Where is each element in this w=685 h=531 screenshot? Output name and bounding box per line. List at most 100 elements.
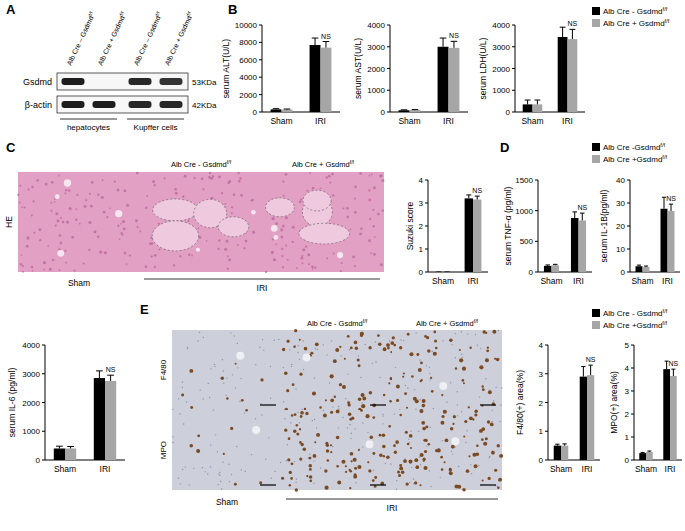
- y-tick: [512, 25, 515, 26]
- y-tick: [259, 94, 262, 95]
- texture: [172, 436, 173, 437]
- stain: [396, 385, 400, 389]
- stain: [383, 394, 385, 396]
- legend: Alb Cre -Gsdmdf/fAlb Cre +Gsdmdf/f: [592, 142, 667, 164]
- texture: [119, 238, 121, 240]
- texture: [22, 265, 24, 267]
- texture: [326, 257, 328, 259]
- texture: [56, 220, 59, 223]
- error-bar: [273, 108, 280, 110]
- stain: [422, 404, 426, 408]
- texture: [201, 177, 204, 180]
- tick-label: 40: [616, 176, 625, 185]
- texture: [123, 228, 126, 231]
- stain: [325, 486, 329, 490]
- stain: [347, 335, 350, 338]
- texture: [182, 196, 184, 198]
- texture: [184, 175, 187, 178]
- column-header: Alb Cre + Gsdmdf/f: [292, 159, 355, 169]
- y-tick: [631, 460, 634, 461]
- band: [160, 78, 183, 85]
- tick-label: 2000: [239, 91, 257, 100]
- lane-label: Alb Cre – Gsdmdf/f: [65, 10, 96, 66]
- tick-label: 0: [621, 268, 626, 277]
- tick-label: 3: [539, 370, 544, 379]
- chart: 012345MPO(+) area(%)ShamIRINSAlb Cre - G…: [592, 308, 682, 474]
- error-line: [582, 213, 583, 220]
- micrograph: [17, 172, 140, 273]
- texture: [222, 359, 223, 360]
- y-tick: [512, 90, 515, 91]
- column-header: Alb Cre - Gsdmdf/f: [171, 159, 232, 169]
- group-label: Kupffer cells: [134, 123, 178, 132]
- y-tick: [425, 272, 428, 273]
- bar: [639, 453, 646, 460]
- texture: [109, 207, 111, 209]
- stain: [392, 336, 395, 339]
- error-cap: [525, 100, 531, 101]
- texture: [154, 266, 156, 268]
- stain: [430, 377, 432, 379]
- texture: [103, 211, 106, 214]
- stain: [260, 378, 263, 381]
- bar: [568, 39, 578, 112]
- y-tick: [387, 46, 390, 47]
- texture: [470, 464, 471, 465]
- bar: [580, 377, 587, 460]
- stain: [310, 352, 313, 355]
- row-label: β-actin: [25, 100, 52, 110]
- annotation: NS: [106, 366, 116, 373]
- stain: [368, 469, 371, 472]
- texture: [52, 259, 55, 262]
- stain: [399, 464, 402, 467]
- texture: [295, 482, 296, 483]
- texture: [191, 255, 193, 257]
- texture: [480, 348, 481, 349]
- tick-label: 2: [539, 399, 544, 408]
- stain: [498, 479, 500, 481]
- texture: [298, 345, 299, 346]
- error-cap: [475, 196, 480, 197]
- bar: [310, 45, 321, 112]
- texture: [299, 358, 300, 359]
- texture: [411, 467, 412, 468]
- stain: [428, 443, 431, 446]
- stain: [407, 333, 410, 336]
- texture: [314, 419, 315, 420]
- texture: [465, 442, 466, 443]
- y-tick: [42, 460, 45, 461]
- texture: [358, 355, 359, 356]
- group-label: Sham: [68, 278, 90, 288]
- error-bar: [525, 100, 531, 104]
- texture: [198, 340, 199, 341]
- error-cap: [56, 446, 63, 447]
- y-tick: [627, 272, 630, 273]
- error-bar: [475, 196, 480, 199]
- stain: [354, 467, 357, 470]
- error-line: [315, 38, 316, 45]
- annotation: NS: [577, 204, 587, 211]
- error-bar: [553, 264, 558, 266]
- texture: [179, 413, 180, 414]
- texture: [291, 364, 292, 365]
- stain: [304, 347, 308, 351]
- stain: [189, 444, 193, 448]
- stain: [313, 454, 317, 458]
- error-line: [477, 196, 478, 199]
- texture: [299, 422, 300, 423]
- texture: [382, 414, 383, 415]
- texture: [429, 470, 430, 471]
- texture: [285, 216, 288, 219]
- texture: [186, 401, 187, 402]
- texture: [332, 406, 333, 407]
- stain: [339, 383, 342, 386]
- texture: [373, 225, 375, 227]
- texture: [93, 230, 96, 233]
- texture: [446, 402, 447, 403]
- texture: [231, 206, 233, 208]
- error-line: [572, 29, 573, 39]
- category-label: Sham: [432, 276, 454, 286]
- texture: [62, 221, 65, 224]
- stain: [415, 399, 419, 403]
- stain: [482, 479, 484, 481]
